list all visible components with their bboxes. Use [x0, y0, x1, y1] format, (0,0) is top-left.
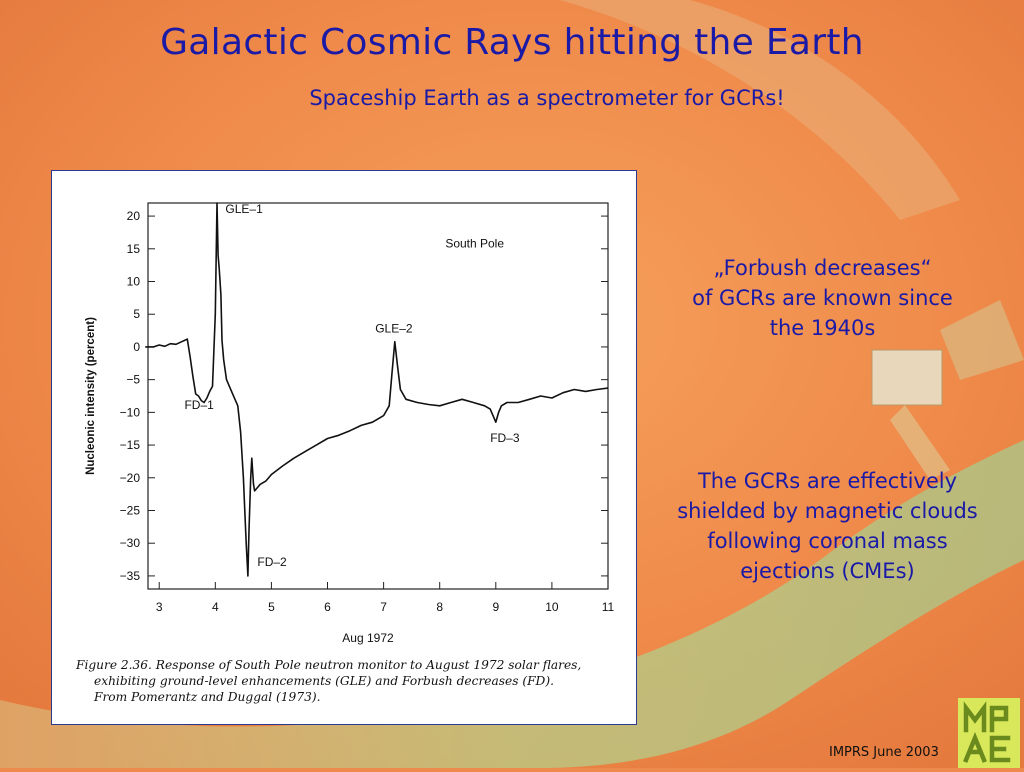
y-tick-label: −25 [120, 503, 141, 517]
footer-date: IMPRS June 2003 [829, 745, 939, 760]
annotation-label: GLE–1 [225, 202, 263, 216]
forbush-line-2: of GCRs are known since [692, 286, 953, 310]
forbush-note: „Forbush decreases“ of GCRs are known si… [655, 253, 990, 343]
x-tick-label: 4 [212, 600, 219, 614]
annotation-label: FD–3 [490, 431, 520, 445]
slide-subtitle: Spaceship Earth as a spectrometer for GC… [309, 86, 785, 110]
mpae-logo-mark [963, 701, 1011, 763]
y-tick-label: 15 [127, 242, 141, 256]
shielding-note: The GCRs are effectively shielded by mag… [655, 466, 1000, 586]
figure-panel: 20 15 10 5 0 −5 −10 −15 −20 −25 −30 −35 3 4 5 6 7 8 9 10 11 A… [51, 170, 637, 725]
x-axis-label: Aug 1972 [342, 631, 394, 645]
x-tick-label: 6 [324, 600, 331, 614]
upper-band [560, 0, 960, 220]
satellite-icon [871, 300, 1024, 480]
caption-line-1: Figure 2.36. Response of South Pole neut… [76, 658, 582, 672]
y-tick-label: −30 [120, 536, 141, 550]
caption-line-3: From Pomerantz and Duggal (1973). [94, 690, 321, 704]
x-tick-label: 7 [380, 600, 387, 614]
shield-line-2: shielded by magnetic clouds [677, 499, 978, 523]
y-tick-label: 10 [127, 275, 141, 289]
slide-title: Galactic Cosmic Rays hitting the Earth [160, 22, 864, 63]
x-tick-label: 11 [602, 600, 615, 614]
magnetic-cloud-band [0, 440, 1024, 768]
shield-line-1: The GCRs are effectively [697, 469, 958, 493]
annotation-label: GLE–2 [375, 322, 413, 336]
x-tick-label: 9 [492, 600, 499, 614]
y-axis-label: Nucleonic intensity (percent) [85, 317, 97, 475]
chart-title: South Pole [445, 236, 504, 250]
plot-frame [147, 202, 609, 590]
x-tick-label: 8 [436, 600, 443, 614]
shield-line-4: ejections (CMEs) [740, 559, 915, 583]
y-tick-label: −15 [120, 438, 141, 452]
annotation-label: FD–2 [257, 555, 287, 569]
figure-caption: Figure 2.36. Response of South Pole neut… [76, 657, 622, 705]
x-tick-label: 3 [156, 600, 163, 614]
caption-line-2: exhibiting ground-level enhancements (GL… [94, 674, 554, 688]
y-tick-label: −5 [126, 373, 140, 387]
y-tick-label: −20 [120, 471, 141, 485]
y-tick-label: −10 [120, 405, 141, 419]
shield-line-3: following coronal mass [707, 529, 948, 553]
y-tick-label: 0 [133, 340, 140, 354]
y-tick-label: 5 [133, 307, 140, 321]
y-tick-label: 20 [127, 209, 141, 223]
x-tick-label: 5 [268, 600, 275, 614]
mpae-logo [958, 698, 1020, 768]
forbush-line-1: „Forbush decreases“ [713, 256, 932, 280]
forbush-line-3: the 1940s [769, 316, 876, 340]
x-tick-label: 10 [545, 600, 559, 614]
annotation-label: FD–1 [184, 398, 214, 412]
y-tick-label: −35 [120, 569, 141, 583]
series-line [145, 202, 609, 577]
nucleonic-intensity-chart: 20 15 10 5 0 −5 −10 −15 −20 −25 −30 −35 3 4 5 6 7 8 9 10 11 A… [85, 202, 615, 645]
